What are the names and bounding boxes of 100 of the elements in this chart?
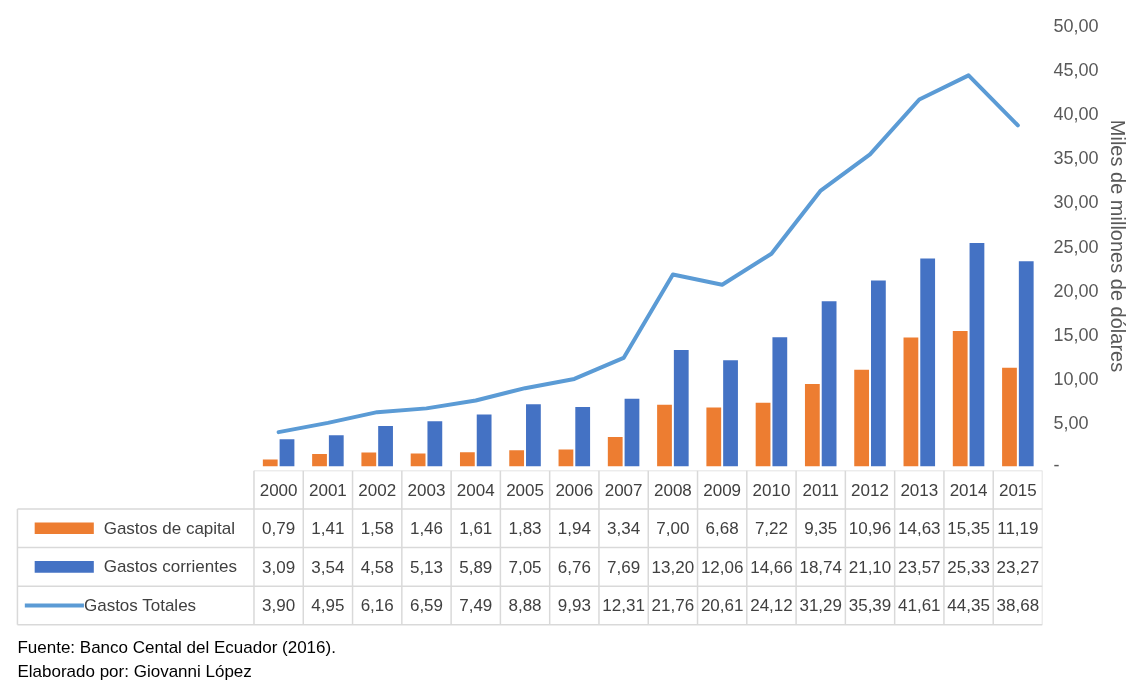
source-note: Fuente: Banco Cental del Ecuador (2016). xyxy=(17,638,336,658)
y-tick-label: 15,00 xyxy=(1053,324,1099,345)
bar xyxy=(279,439,295,467)
x-tick-label: 2001 xyxy=(309,480,347,500)
data-label: 11,19 xyxy=(997,519,1039,539)
bar xyxy=(509,450,525,467)
bar xyxy=(1018,261,1034,467)
data-label: 1,58 xyxy=(360,519,394,539)
bar xyxy=(459,452,475,467)
data-label: 1,41 xyxy=(311,519,345,539)
data-label: 12,06 xyxy=(700,557,744,577)
line-series xyxy=(276,73,1020,435)
bar xyxy=(821,301,837,467)
data-label: 1,61 xyxy=(459,519,493,539)
bar xyxy=(1002,367,1017,467)
bar xyxy=(378,426,393,467)
bar xyxy=(657,404,672,467)
bar xyxy=(476,414,492,467)
x-tick-label: 2007 xyxy=(604,480,643,500)
x-tick-label: 2009 xyxy=(703,480,742,500)
x-tick-label: 2002 xyxy=(358,480,397,500)
x-tick-label: 2013 xyxy=(900,480,939,500)
data-label: 1,83 xyxy=(508,519,542,539)
bar xyxy=(723,360,738,467)
bar xyxy=(575,406,591,467)
data-label: 7,69 xyxy=(607,557,641,577)
x-tick-label: 2000 xyxy=(259,480,298,500)
data-label: 1,46 xyxy=(409,519,444,539)
data-label: 3,34 xyxy=(607,519,641,539)
data-label: 21,10 xyxy=(848,557,892,577)
data-label: 0,79 xyxy=(262,519,296,539)
data-label: 44,35 xyxy=(947,596,990,616)
data-label: 7,00 xyxy=(656,519,690,539)
x-tick-label: 2015 xyxy=(998,480,1037,500)
y-tick-label: 40,00 xyxy=(1053,104,1099,125)
data-label: 9,93 xyxy=(557,596,591,616)
bar xyxy=(920,258,936,467)
data-label: 14,66 xyxy=(750,557,793,577)
bar xyxy=(526,404,541,467)
data-label: 38,68 xyxy=(996,596,1040,616)
data-label: 18,74 xyxy=(799,557,843,577)
x-tick-label: 2010 xyxy=(752,480,791,500)
data-label: 6,76 xyxy=(557,557,591,577)
bar xyxy=(755,402,771,467)
data-label: 10,96 xyxy=(848,519,892,539)
data-label: 23,57 xyxy=(898,557,941,577)
y-tick-label: - xyxy=(1053,454,1060,475)
x-tick-label: 2008 xyxy=(653,480,692,500)
y-tick-label: 20,00 xyxy=(1053,280,1099,301)
data-label: 4,95 xyxy=(311,596,345,616)
bar xyxy=(903,337,919,467)
x-tick-label: 2003 xyxy=(407,480,446,500)
x-tick-label: 2004 xyxy=(456,480,495,500)
legend-label: Gastos corrientes xyxy=(103,557,237,577)
bar xyxy=(804,384,820,467)
data-label: 25,33 xyxy=(947,557,990,577)
data-label: 7,05 xyxy=(508,557,542,577)
bar xyxy=(328,435,344,467)
x-tick-label: 2012 xyxy=(851,480,889,500)
bar xyxy=(624,398,640,467)
y-axis-title: Miles de millones de dólares xyxy=(1106,119,1129,373)
data-label: 5,89 xyxy=(459,557,493,577)
data-label: 8,88 xyxy=(508,596,542,616)
bar xyxy=(427,421,443,467)
data-label: 6,16 xyxy=(360,596,394,616)
bar xyxy=(969,243,985,467)
data-label: 20,61 xyxy=(700,596,744,616)
bar xyxy=(312,454,327,467)
y-tick-label: 45,00 xyxy=(1053,60,1099,81)
bar xyxy=(361,452,377,467)
x-tick-label: 2011 xyxy=(802,480,840,500)
data-label: 1,94 xyxy=(557,519,591,539)
legend-label: Gastos de capital xyxy=(103,518,236,538)
bar xyxy=(854,369,870,467)
data-label: 13,20 xyxy=(651,557,695,577)
data-label: 7,22 xyxy=(754,519,788,539)
bar xyxy=(772,337,788,467)
bar xyxy=(952,331,968,467)
data-label: 12,31 xyxy=(602,596,645,616)
data-label: 6,59 xyxy=(409,596,444,616)
text: Elaborado por: Giovanni López xyxy=(17,662,252,682)
data-label: 6,68 xyxy=(705,519,739,539)
legend-label: Gastos Totales xyxy=(83,595,197,615)
y-tick-label: 30,00 xyxy=(1053,192,1099,213)
y-tick-label: 35,00 xyxy=(1053,148,1099,169)
bar xyxy=(706,407,722,467)
data-label: 41,61 xyxy=(898,596,941,616)
data-label: 7,49 xyxy=(459,596,493,616)
bar xyxy=(673,350,689,467)
bar xyxy=(558,449,574,467)
x-tick-label: 2014 xyxy=(949,480,988,500)
data-label: 3,09 xyxy=(262,557,296,577)
x-tick-label: 2005 xyxy=(506,480,544,500)
data-label: 23,27 xyxy=(996,557,1040,577)
data-label: 4,58 xyxy=(360,557,394,577)
data-label: 35,39 xyxy=(848,596,892,616)
data-label: 31,29 xyxy=(799,596,843,616)
data-label: 3,90 xyxy=(262,596,296,616)
y-tick-label: 25,00 xyxy=(1053,236,1099,257)
data-label: 15,35 xyxy=(947,519,990,539)
